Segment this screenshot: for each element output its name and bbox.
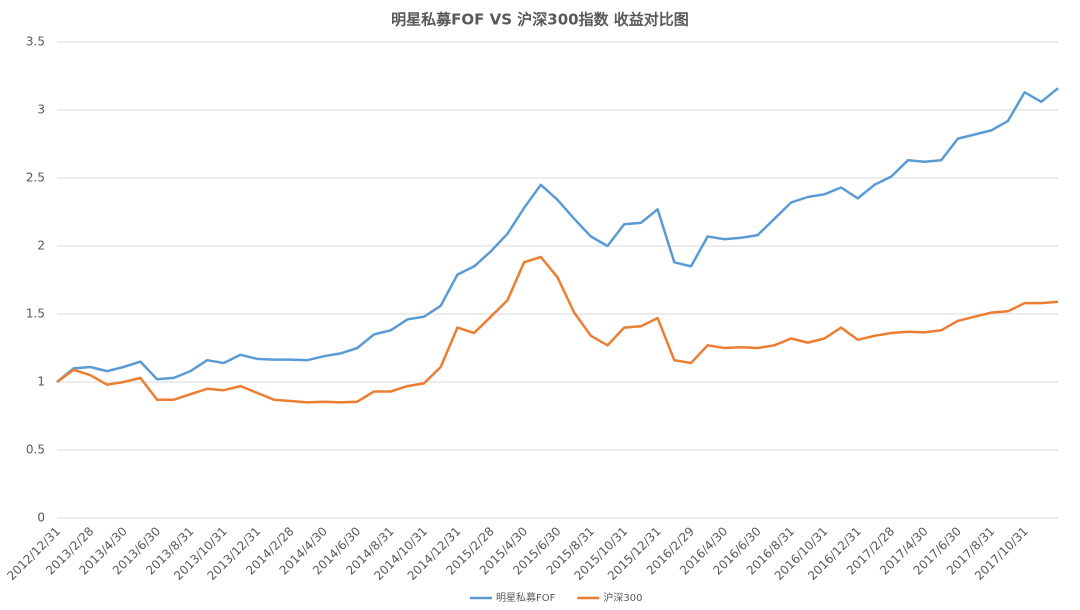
y-tick-label: 2.5 <box>26 171 45 185</box>
y-tick-label: 3 <box>37 103 45 117</box>
y-tick-label: 1.5 <box>26 307 45 321</box>
y-tick-label: 2 <box>37 239 45 253</box>
y-tick-label: 1 <box>37 375 45 389</box>
legend-label: 明星私募FOF <box>496 591 556 604</box>
chart-title: 明星私募FOF VS 沪深300指数 收益对比图 <box>391 11 689 29</box>
y-tick-label: 0.5 <box>26 443 45 457</box>
legend-label: 沪深300 <box>603 591 642 604</box>
series-line <box>56 255 1059 404</box>
y-tick-label: 3.5 <box>26 35 45 49</box>
y-tick-label: 0 <box>37 511 45 525</box>
series-line <box>56 87 1059 383</box>
